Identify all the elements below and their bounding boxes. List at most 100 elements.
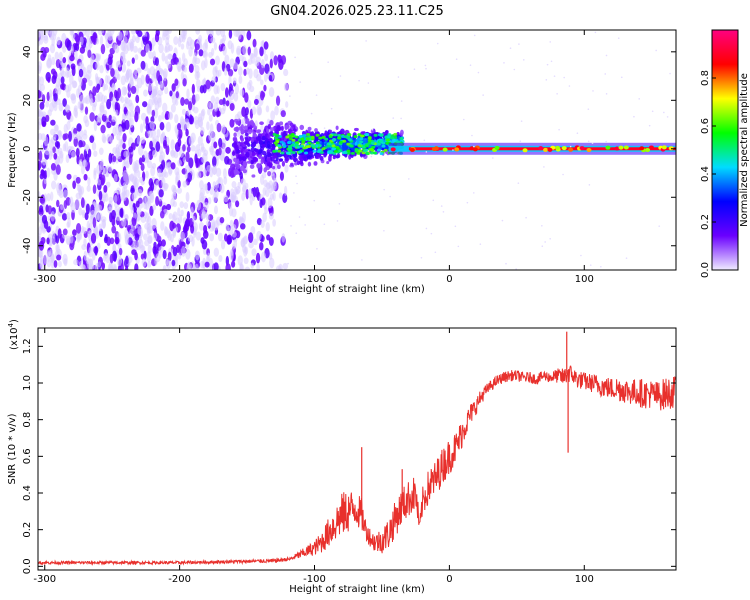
spectrogram-cell xyxy=(223,233,228,242)
spectrogram-cell xyxy=(517,182,520,184)
spectrogram-cell xyxy=(194,119,200,130)
spectrogram-cell xyxy=(100,43,106,55)
spectrogram-cell xyxy=(479,243,482,245)
spectrogram-cell xyxy=(221,137,227,149)
spectrogram-cell xyxy=(223,168,227,179)
spectrogram-cell xyxy=(138,145,144,156)
spectrogram-cell xyxy=(66,39,72,51)
snr-series-line xyxy=(38,365,676,566)
spectrogram-cell xyxy=(134,252,138,261)
spectrogram-cell xyxy=(131,192,136,201)
spectrogram-cell xyxy=(361,259,363,261)
spectrogram-cell xyxy=(52,236,56,246)
spectrogram-cell xyxy=(248,241,254,249)
spectrogram-cell xyxy=(321,147,326,151)
spectrogram-cell xyxy=(251,174,256,178)
spectrogram-cell xyxy=(40,83,45,92)
spectrogram-cell xyxy=(50,68,56,75)
spectrogram-cell xyxy=(144,239,150,247)
spectrogram-cell xyxy=(294,56,296,59)
spectrogram-cell xyxy=(241,106,247,117)
spectrogram-cell xyxy=(51,37,55,47)
spectrogram-cell xyxy=(124,213,129,221)
spectrogram-cell xyxy=(386,135,391,139)
spectrogram-cell xyxy=(290,225,292,227)
spectrogram-cell xyxy=(38,160,42,169)
spectrogram-cell xyxy=(424,64,427,67)
spectrogram-cell xyxy=(376,148,381,152)
spectrogram-cell xyxy=(255,252,261,264)
spectrogram-cell xyxy=(258,154,262,160)
spectrogram-cell xyxy=(328,129,333,134)
spectrogram-cell xyxy=(85,257,90,265)
spectrogram-cell xyxy=(247,99,252,109)
spectrogram-cell xyxy=(54,51,60,61)
spectrogram-cell xyxy=(198,49,204,57)
spectrogram-cell xyxy=(123,150,128,158)
spectrogram-cell xyxy=(278,192,283,199)
spectrogram-cell xyxy=(46,193,51,202)
spectrogram-cell xyxy=(290,162,294,166)
spectrogram-cell xyxy=(185,121,190,129)
spectrogram-cell xyxy=(128,69,133,78)
spectrogram-cell xyxy=(269,58,273,69)
spectrogram-cell xyxy=(222,45,227,56)
spectrogram-cell xyxy=(170,197,175,207)
spectrogram-cell xyxy=(73,259,79,266)
spectrogram-cell xyxy=(546,63,549,66)
spectrogram-cell xyxy=(147,130,154,138)
spectrogram-cell xyxy=(264,54,269,62)
spectrogram-cell xyxy=(264,189,270,198)
spectrogram-cell xyxy=(282,262,289,270)
spectrogram-cell xyxy=(442,211,445,213)
spectrogram-cell xyxy=(96,203,101,212)
spectrogram-cell xyxy=(370,155,373,158)
spectrogram-cell xyxy=(425,67,427,70)
spectrogram-cell xyxy=(587,108,590,110)
spectrogram-cell xyxy=(206,181,211,191)
spectrogram-cell xyxy=(268,237,274,246)
spectrogram-cell xyxy=(651,110,654,113)
spectrogram-cell xyxy=(66,173,72,180)
spectrogram-cell xyxy=(175,127,179,138)
spectrogram-cell xyxy=(77,84,82,96)
spectrogram-cell xyxy=(113,265,117,270)
spectrogram-cell xyxy=(185,151,190,163)
spectrogram-cell xyxy=(283,185,288,197)
spectrogram-cell xyxy=(151,217,157,229)
spectrogram-cell xyxy=(269,193,275,200)
spectrogram-cell xyxy=(147,244,152,254)
spectrogram-marks xyxy=(38,30,676,270)
spectrogram-cell xyxy=(247,58,253,65)
spectrogram-cell xyxy=(244,92,249,103)
spectrogram-cell xyxy=(183,202,189,210)
spectrogram-cell xyxy=(209,58,216,66)
spectrogram-cell xyxy=(266,128,270,133)
spectrogram-cell xyxy=(133,68,138,77)
spectrogram-cell xyxy=(44,147,50,156)
spectrogram-cell xyxy=(107,165,113,173)
spectrogram-cell xyxy=(231,151,236,156)
spectrogram-cell xyxy=(184,164,191,173)
spectrogram-cell xyxy=(165,36,170,46)
spectrogram-cell xyxy=(70,202,76,213)
spectrogram-cell xyxy=(235,163,241,170)
spectrogram-cell xyxy=(291,151,296,155)
spectrogram-cell xyxy=(397,135,401,142)
spectrogram-cell xyxy=(232,62,239,70)
spectrogram-cell xyxy=(550,60,553,63)
snr-x-tick-label: -300 xyxy=(33,574,56,585)
spectrogram-cell xyxy=(282,144,287,148)
spectrogram-cell xyxy=(343,146,347,152)
spectrogram-cell xyxy=(229,118,235,128)
spectrogram-cell xyxy=(80,197,85,209)
spectrogram-cell xyxy=(295,232,298,235)
spectrogram-cell xyxy=(65,67,70,79)
spectrogram-cell xyxy=(233,144,239,151)
spectrogram-cell xyxy=(618,145,624,150)
spectrogram-cell xyxy=(379,133,384,137)
spectrogram-cell xyxy=(155,196,160,207)
colorbar-gradient xyxy=(712,30,738,270)
spectrogram-cell xyxy=(313,136,319,143)
spectrogram-cell xyxy=(87,49,92,59)
